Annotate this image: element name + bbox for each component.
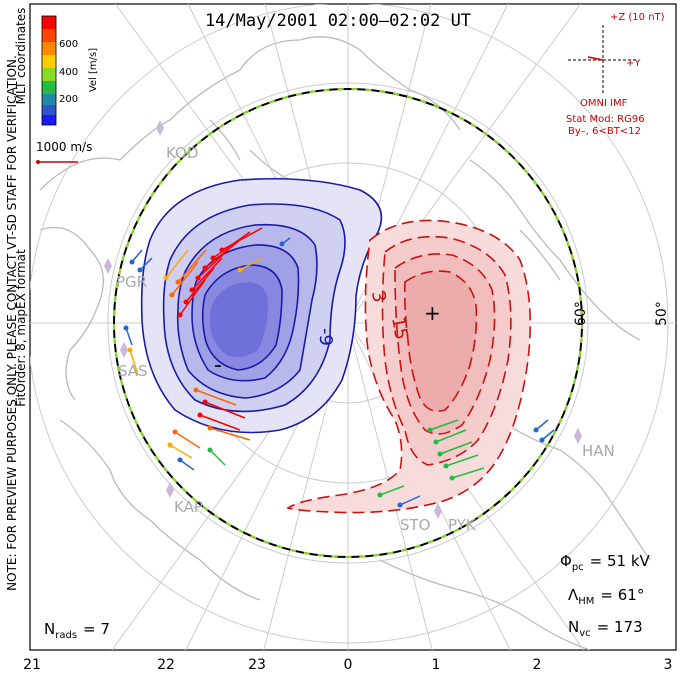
lat-label-60: 60° bbox=[573, 301, 589, 326]
svg-text:Nvc= 173: Nvc = 173 bbox=[568, 618, 643, 639]
contour-label-3: 3 bbox=[367, 289, 390, 304]
phi-value: = 51 kV bbox=[590, 552, 651, 570]
map-statistics: Φpc = 51 kV ΛHM = 61° Nvc = 173 Nrads = 7 bbox=[44, 552, 651, 641]
svg-text:ΛHM= 61°: ΛHM = 61° bbox=[568, 586, 644, 607]
station-label-han: HAN bbox=[582, 442, 615, 460]
nvc-sub: vc bbox=[579, 628, 590, 639]
map-title: 14/May/2001 02:00–02:02 UT bbox=[205, 11, 471, 31]
vector-scale-origin bbox=[36, 160, 40, 164]
potential-min-marker: - bbox=[214, 353, 222, 378]
colorbar-label: Vel [m/s] bbox=[88, 48, 99, 92]
nrads-sub: rads bbox=[55, 630, 77, 641]
contour-labels: -9 - 3 15 + bbox=[214, 289, 441, 378]
nrads-symbol: N bbox=[44, 620, 55, 638]
mlt-tick-21: 21 bbox=[23, 657, 41, 673]
mlt-tick-2: 2 bbox=[533, 657, 542, 673]
nvc-value: = 173 bbox=[597, 618, 643, 636]
imf-y-label: +Y bbox=[626, 58, 641, 69]
colorbar-tick-200: 200 bbox=[59, 94, 78, 105]
vectors-medium-fast bbox=[169, 249, 251, 449]
mlt-tick-0: 0 bbox=[344, 657, 353, 673]
station-label-sto: STO bbox=[400, 516, 431, 534]
lambda-sub: HM bbox=[578, 596, 594, 607]
svg-text:Nrads= 7: Nrads = 7 bbox=[44, 620, 110, 641]
station-labels: KOD PGR SAS KAP STO PYK HAN bbox=[116, 144, 615, 534]
phi-symbol: Φ bbox=[560, 552, 572, 570]
potential-max-marker: + bbox=[424, 301, 441, 325]
coordinate-system-note: MLT coordinates bbox=[14, 8, 28, 105]
stat-model: Stat Mod: RG96 bbox=[566, 114, 645, 125]
lambda-value: = 61° bbox=[600, 586, 644, 604]
mlt-tick-22: 22 bbox=[157, 657, 175, 673]
station-label-pyk: PYK bbox=[448, 516, 477, 534]
nvc-symbol: N bbox=[568, 618, 579, 636]
phi-sub: pc bbox=[572, 562, 584, 573]
colorbar-tick-600: 600 bbox=[59, 39, 78, 50]
velocity-vectors bbox=[123, 227, 555, 508]
mlt-tick-1: 1 bbox=[432, 657, 441, 673]
contour-label-15: 15 bbox=[387, 315, 412, 341]
imf-dial: +Z (10 nT) +Y OMNI IMF Stat Mod: RG96 By… bbox=[566, 12, 665, 137]
lambda-symbol: Λ bbox=[568, 586, 579, 604]
mlt-tick-3: 3 bbox=[664, 657, 673, 673]
imf-condition: By–, 6<BT<12 bbox=[568, 126, 641, 137]
latitude-labels: 60° 50° bbox=[573, 301, 670, 326]
nrads-value: = 7 bbox=[83, 620, 110, 638]
contour-label-neg9: -9 bbox=[315, 328, 336, 346]
imf-source: OMNI IMF bbox=[580, 98, 628, 109]
vector-scale-label: 1000 m/s bbox=[36, 140, 92, 154]
colorbar-tick-400: 400 bbox=[59, 67, 78, 78]
vectors-slowest bbox=[123, 237, 555, 508]
preview-note: NOTE: FOR PREVIEW PURPOSES ONLY. PLEASE … bbox=[5, 55, 19, 591]
station-label-sas: SAS bbox=[118, 362, 148, 380]
station-markers bbox=[104, 120, 582, 519]
hm-boundary-dash bbox=[113, 88, 583, 558]
vectors-slow bbox=[207, 419, 485, 498]
vectors-medium bbox=[127, 249, 263, 459]
lat-label-50: 50° bbox=[654, 301, 670, 326]
svg-text:Φpc= 51 kV: Φpc = 51 kV bbox=[560, 552, 651, 573]
station-label-pgr: PGR bbox=[116, 273, 147, 291]
positive-potential-cell bbox=[286, 219, 531, 514]
imf-z-label: +Z (10 nT) bbox=[610, 12, 665, 23]
vectors-fast bbox=[177, 227, 263, 431]
mlt-tick-23: 23 bbox=[248, 657, 266, 673]
station-label-kap: KAP bbox=[174, 498, 203, 516]
mlt-axis: 21 22 23 0 1 2 3 bbox=[23, 657, 672, 673]
fit-order-note: FitOrder: 8, mapEX format bbox=[14, 249, 28, 407]
velocity-colorbar: 600 400 200 Vel [m/s] bbox=[41, 15, 99, 126]
station-label-kod: KOD bbox=[166, 144, 198, 162]
